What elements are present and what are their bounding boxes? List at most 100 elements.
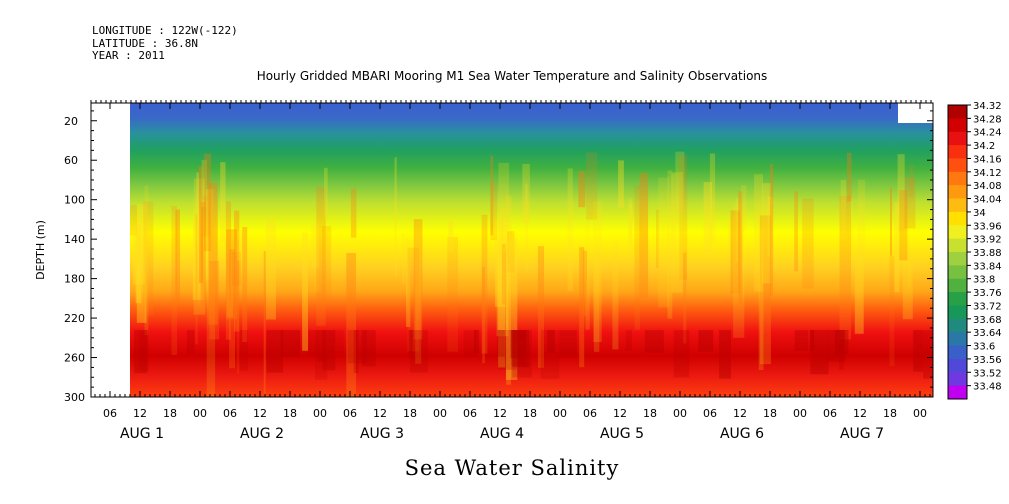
colorbar-swatch [948,332,967,347]
salinity-streak [802,198,814,289]
x-day-label: AUG 7 [840,426,884,442]
salinity-streak [402,232,405,284]
salinity-streak [762,183,772,284]
salinity-streak [671,172,683,293]
salinity-streak [673,330,690,378]
salinity-streak [240,330,249,371]
x-hour-label: 00 [193,407,207,420]
salinity-streak [208,183,218,325]
salinity-streak [144,185,149,336]
salinity-streak [201,159,207,208]
salinity-gradient [130,103,933,397]
colorbar-swatch [948,185,967,200]
salinity-streak [510,330,527,359]
salinity-streak [406,237,411,327]
salinity-streak [522,163,530,224]
salinity-streak [498,256,506,368]
salinity-streak [839,330,844,370]
salinity-streak [644,330,664,353]
x-hour-label: 18 [643,407,657,420]
salinity-streak [847,152,852,202]
colorbar-label: 33.84 [973,261,1002,272]
salinity-streak [229,249,235,369]
salinity-streak [683,252,687,344]
colorbar-label: 33.48 [973,382,1002,393]
salinity-streak [448,220,454,252]
salinity-streak [242,227,248,342]
colorbar-label: 33.92 [973,235,1002,246]
salinity-streak [482,266,485,364]
salinity-streak [500,207,504,275]
x-hour-label: 06 [703,407,717,420]
salinity-streak [578,171,586,208]
salinity-streak [231,252,242,286]
salinity-streak [625,330,632,351]
salinity-streak [769,164,774,296]
salinity-streak [263,251,266,397]
colorbar-swatch [948,252,967,266]
colorbar-label: 33.6 [973,342,995,353]
salinity-streak [496,256,509,337]
x-hour-label: 18 [523,407,537,420]
y-tick-label: 260 [64,352,85,365]
x-hour-label: 00 [673,407,687,420]
salinity-streak [361,330,376,367]
x-hour-label: 18 [283,407,297,420]
salinity-streak [490,181,497,241]
salinity-streak [767,196,773,257]
x-hour-label: 06 [823,407,837,420]
y-tick-label: 20 [64,115,78,128]
chart-title: Hourly Gridded MBARI Mooring M1 Sea Wate… [257,69,768,83]
salinity-streak [709,153,716,244]
x-hour-label: 00 [913,407,927,420]
salinity-streak [675,151,685,211]
salinity-streak [134,330,148,374]
x-day-label: AUG 6 [720,426,764,442]
colorbar-swatch [948,345,967,360]
salinity-streak [639,173,649,298]
salinity-streak [507,231,515,273]
salinity-streak [794,330,809,351]
salinity-streak [463,330,477,358]
salinity-streak [525,183,528,273]
salinity-streak [506,264,511,385]
salinity-streak [794,191,798,272]
colorbar-label: 34.16 [973,154,1002,165]
salinity-streak [719,330,731,379]
salinity-streak [909,164,914,197]
x-hour-label: 18 [763,407,777,420]
salinity-streak [738,191,743,306]
salinity-streak [347,330,367,364]
y-tick-label: 180 [64,273,85,286]
salinity-streak [280,330,301,358]
salinity-streak [656,209,659,268]
salinity-streak [237,239,240,374]
colorbar-label: 34.2 [973,141,995,152]
salinity-streak [220,162,226,242]
salinity-streak [840,179,846,239]
salinity-streak [730,210,741,294]
salinity-streak [850,198,854,256]
salinity-streak [828,330,846,362]
salinity-streak [407,247,420,352]
colorbar-label: 33.8 [973,275,995,286]
x-hour-label: 12 [613,407,627,420]
x-hour-label: 00 [553,407,567,420]
salinity-streak [266,330,283,373]
salinity-streak [490,155,494,236]
salinity-streak [547,330,555,353]
y-tick-label: 60 [64,154,78,167]
salinity-streak [612,241,619,350]
year-label: YEAR : 2011 [92,49,165,62]
latitude-label: LATITUDE : 36.8N [92,37,198,50]
salinity-streak [634,185,641,330]
salinity-streak [447,237,458,352]
colorbar-label: 34.32 [973,101,1002,112]
salinity-streak [733,204,745,338]
x-hour-label: 12 [133,407,147,420]
x-day-label: AUG 3 [360,426,404,442]
salinity-streak [413,219,423,340]
colorbar-label: 34.12 [973,168,1002,179]
salinity-streak [679,155,688,280]
